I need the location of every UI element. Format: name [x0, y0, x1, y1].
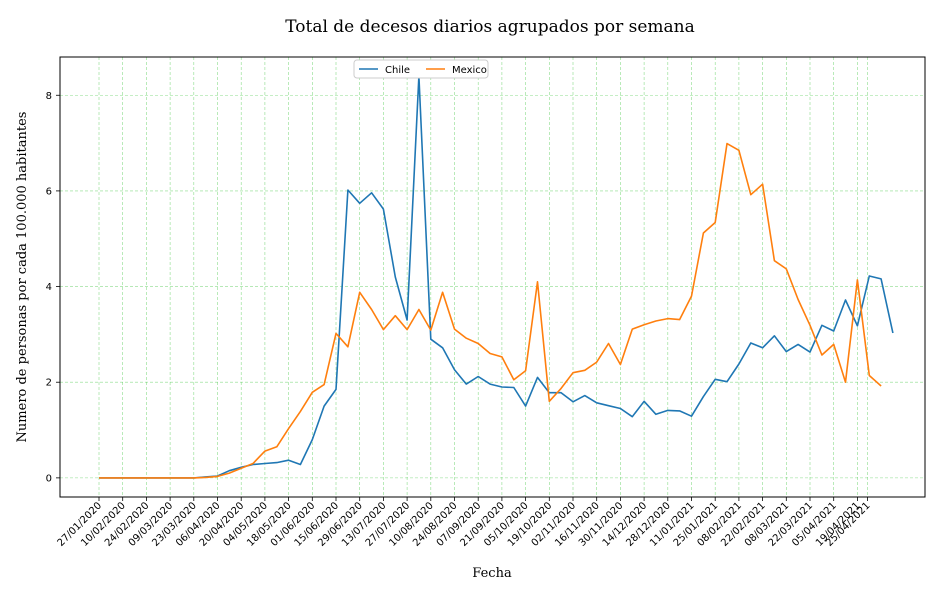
series-line-chile — [99, 75, 894, 479]
y-tick-label: 2 — [46, 378, 52, 389]
legend-label-mexico: Mexico — [452, 65, 487, 76]
legend: Chile Mexico — [353, 59, 489, 79]
x-axis-ticks: 27/01/202010/02/202024/02/202009/03/2020… — [56, 497, 873, 549]
plot-frame — [59, 56, 926, 498]
y-tick-label: 0 — [46, 473, 52, 484]
y-tick-label: 8 — [46, 91, 52, 102]
legend-label-chile: Chile — [385, 65, 410, 76]
plot-lines — [99, 75, 894, 479]
grid — [60, 57, 925, 497]
y-axis-label: Numero de personas por cada 100.000 habi… — [15, 112, 30, 443]
y-axis-ticks: 0 2 4 6 8 — [46, 91, 60, 484]
series-line-mexico — [99, 142, 882, 479]
y-tick-label: 4 — [46, 282, 52, 293]
x-axis-label: Fecha — [472, 566, 512, 581]
chart-title: Total de decesos diarios agrupados por s… — [285, 17, 695, 37]
y-tick-label: 6 — [46, 186, 52, 197]
legend-frame — [353, 59, 489, 79]
